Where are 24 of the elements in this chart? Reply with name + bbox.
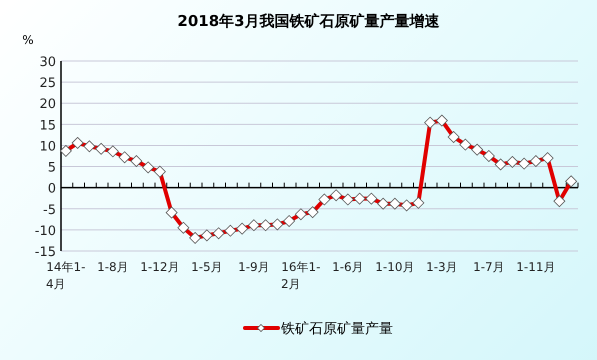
- x-tick-label: 1-7月: [473, 260, 505, 274]
- y-tick-label: -15: [34, 245, 56, 260]
- x-tick-label: 1-5月: [191, 260, 223, 274]
- y-tick-label: 30: [39, 55, 56, 70]
- y-tick-label: 20: [39, 97, 56, 112]
- y-tick-label: 0: [48, 182, 56, 197]
- y-tick-label: 10: [39, 139, 56, 154]
- chart-title: 2018年3月我国铁矿石原矿量产量增速: [177, 12, 441, 30]
- x-tick-label: 16年1-2月: [281, 260, 320, 291]
- y-tick-label: -5: [43, 202, 56, 218]
- x-tick-label: 1-12月: [140, 260, 180, 274]
- legend-label: 铁矿石原矿量产量: [280, 321, 393, 337]
- y-tick-label: 15: [39, 118, 56, 134]
- y-tick-label: 25: [39, 76, 56, 92]
- y-tick-label: -10: [34, 224, 56, 239]
- y-axis-title: %: [22, 33, 34, 47]
- x-tick-label: 1-10月: [375, 260, 414, 274]
- x-tick-label: 1-8月: [97, 260, 129, 274]
- y-tick-label: 5: [48, 160, 56, 176]
- x-tick-label: 1-11月: [516, 260, 556, 274]
- x-tick-label: 1-9月: [238, 260, 270, 274]
- x-tick-label: 14年1-4月: [46, 260, 86, 291]
- x-tick-label: 1-6月: [332, 260, 364, 274]
- x-tick-label: 1-3月: [426, 260, 458, 274]
